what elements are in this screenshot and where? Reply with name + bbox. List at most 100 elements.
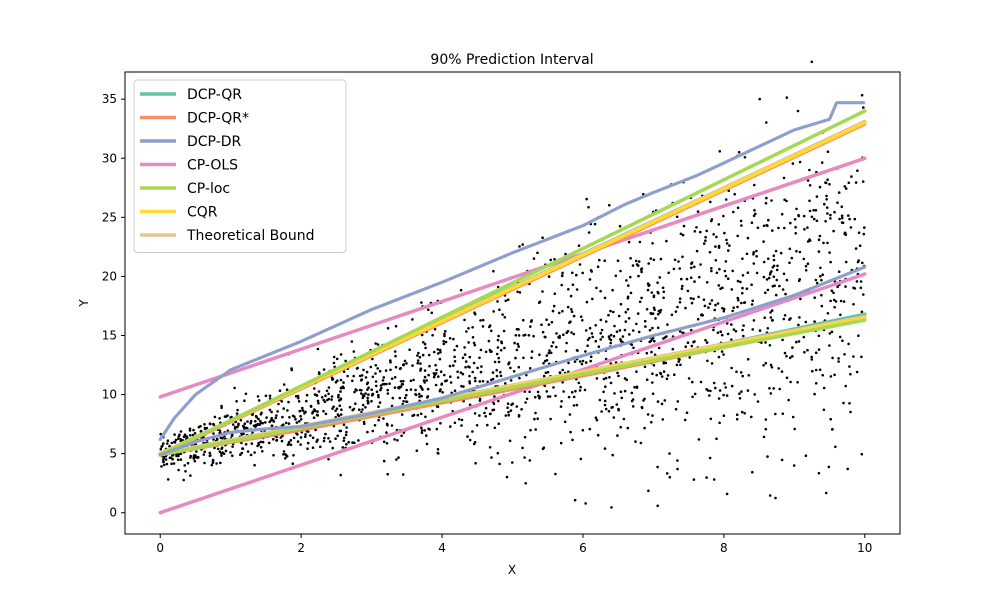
scatter-point: [609, 309, 612, 313]
scatter-point: [607, 409, 611, 413]
scatter-point: [487, 339, 491, 343]
scatter-point: [619, 390, 623, 394]
scatter-point: [594, 339, 598, 343]
scatter-point: [188, 434, 192, 437]
scatter-point: [351, 379, 354, 383]
scatter-point: [255, 416, 258, 419]
scatter-point: [439, 422, 442, 425]
scatter-point: [261, 440, 265, 444]
scatter-point: [676, 305, 679, 309]
scatter-point: [480, 365, 483, 368]
scatter-point: [787, 398, 790, 402]
scatter-point: [859, 280, 863, 283]
scatter-point: [637, 260, 641, 263]
scatter-point: [847, 181, 851, 185]
scatter-point: [222, 452, 226, 456]
scatter-point: [833, 210, 836, 214]
scatter-point: [385, 442, 389, 445]
scatter-point: [735, 413, 739, 417]
scatter-point: [855, 370, 859, 374]
scatter-point: [268, 408, 272, 412]
scatter-point: [486, 380, 489, 384]
scatter-point: [420, 429, 424, 432]
scatter-point: [320, 396, 324, 399]
scatter-point: [176, 437, 180, 441]
scatter-point: [825, 194, 828, 198]
scatter-point: [681, 284, 684, 288]
scatter-point: [347, 440, 351, 444]
scatter-point: [750, 415, 753, 419]
scatter-point: [766, 327, 770, 330]
scatter-point: [842, 300, 846, 303]
scatter-point: [588, 326, 592, 330]
scatter-point: [668, 452, 671, 455]
scatter-point: [315, 393, 319, 397]
scatter-point: [671, 347, 675, 351]
scatter-point: [555, 345, 558, 349]
scatter-point: [517, 328, 520, 331]
scatter-point: [781, 412, 785, 416]
scatter-point: [772, 387, 775, 390]
scatter-point: [646, 413, 650, 416]
scatter-point: [587, 231, 591, 234]
scatter-point: [841, 339, 844, 343]
scatter-point: [497, 399, 500, 403]
scatter-point: [604, 376, 608, 380]
scatter-point: [637, 274, 640, 278]
scatter-point: [728, 244, 731, 247]
scatter-point: [627, 284, 630, 287]
scatter-point: [635, 385, 639, 389]
scatter-point: [862, 106, 865, 109]
scatter-point: [646, 288, 650, 292]
scatter-point: [394, 365, 398, 369]
scatter-point: [818, 234, 822, 238]
scatter-point: [422, 379, 426, 382]
scatter-point: [629, 291, 633, 295]
scatter-point: [664, 361, 668, 365]
scatter-point: [718, 150, 722, 153]
scatter-point: [564, 252, 567, 256]
scatter-point: [861, 261, 864, 265]
scatter-point: [825, 198, 828, 201]
scatter-point: [195, 455, 198, 459]
scatter-point: [517, 345, 520, 348]
scatter-point: [817, 238, 821, 241]
scatter-point: [385, 422, 389, 426]
scatter-point: [332, 405, 335, 409]
scatter-point: [772, 254, 776, 257]
scatter-point: [799, 297, 802, 301]
scatter-point: [547, 275, 551, 278]
scatter-point: [617, 407, 620, 411]
scatter-point: [770, 309, 774, 312]
scatter-point: [272, 454, 275, 457]
scatter-point: [736, 206, 740, 210]
scatter-point: [765, 121, 768, 124]
scatter-point: [461, 372, 465, 376]
scatter-point: [210, 463, 214, 467]
scatter-point: [611, 453, 614, 457]
scatter-point: [795, 340, 798, 344]
series-layer: [158, 101, 867, 515]
scatter-point: [497, 360, 501, 364]
scatter-point: [361, 394, 365, 398]
scatter-point: [367, 393, 370, 396]
scatter-point: [722, 353, 725, 356]
scatter-point: [714, 386, 717, 390]
scatter-point: [246, 420, 249, 423]
scatter-point: [776, 264, 779, 268]
scatter-point: [840, 221, 844, 224]
scatter-point: [718, 267, 721, 271]
scatter-point: [559, 405, 563, 408]
scatter-point: [771, 266, 775, 269]
scatter-point: [281, 415, 284, 419]
scatter-point: [183, 464, 186, 467]
scatter-point: [270, 410, 273, 414]
scatter-point: [699, 230, 702, 234]
scatter-point: [762, 275, 766, 279]
scatter-point: [275, 435, 278, 439]
scatter-point: [534, 428, 537, 431]
scatter-point: [708, 302, 712, 306]
scatter-point: [611, 288, 614, 292]
scatter-point: [607, 335, 611, 338]
scatter-point: [754, 212, 757, 216]
